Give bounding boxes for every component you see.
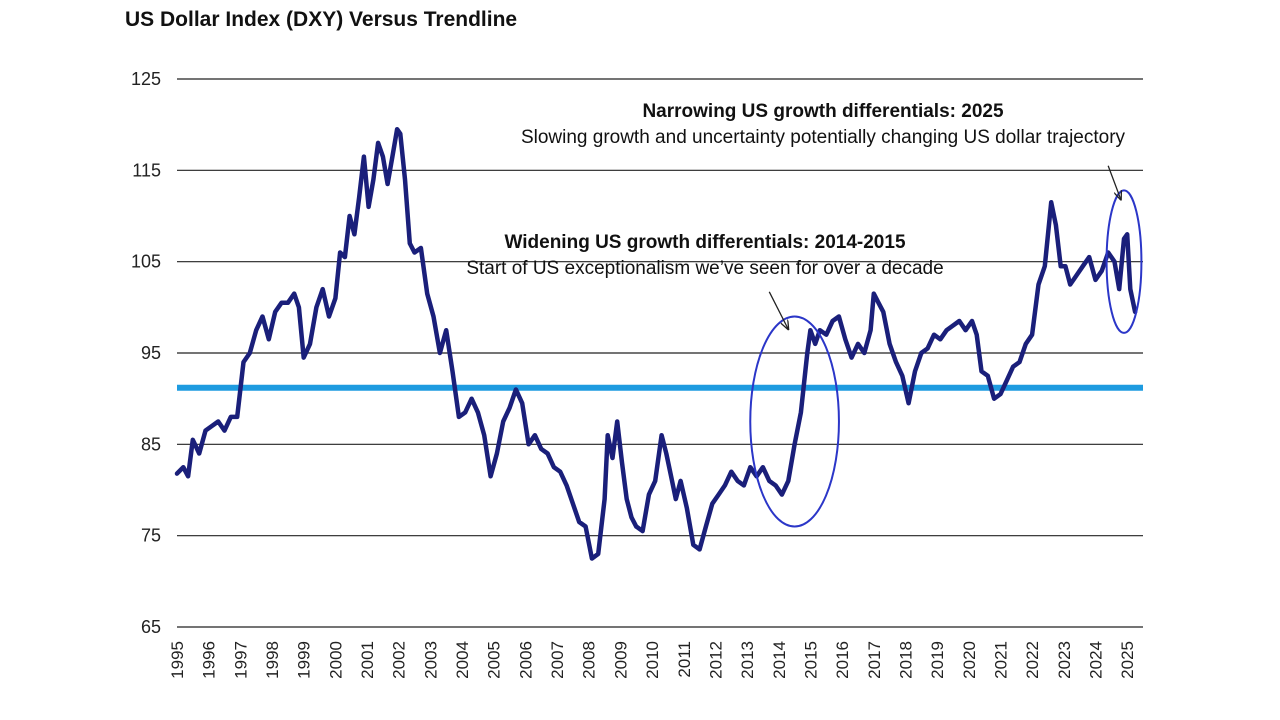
x-tick-label-2023: 2023	[1055, 641, 1074, 679]
x-tick-label-2025: 2025	[1118, 641, 1137, 679]
x-tick-label-2015: 2015	[801, 641, 820, 679]
x-tick-label-2018: 2018	[896, 641, 915, 679]
x-tick-label-2024: 2024	[1086, 641, 1105, 679]
x-tick-label-1997: 1997	[231, 641, 250, 679]
x-tick-label-1999: 1999	[295, 641, 314, 679]
x-tick-label-2007: 2007	[548, 641, 567, 679]
narrowing-highlight-ellipse	[1105, 189, 1143, 334]
y-tick-label-65: 65	[141, 617, 161, 637]
y-tick-label-125: 125	[131, 69, 161, 89]
x-axis: 1995 1996 1997 1998 1999 2000 2001 2002 2003 2004…	[168, 641, 1137, 679]
x-tick-label-2003: 2003	[421, 641, 440, 679]
y-tick-label-85: 85	[141, 434, 161, 454]
widening-annotation-subtitle: Start of US exceptionalism we’ve seen fo…	[466, 258, 943, 279]
x-tick-label-1996: 1996	[200, 641, 219, 679]
y-tick-label-95: 95	[141, 343, 161, 363]
x-tick-label-2012: 2012	[706, 641, 725, 679]
narrowing-arrow	[1107, 165, 1121, 200]
widening-annotation-title: Widening US growth differentials: 2014-2…	[504, 232, 905, 253]
y-tick-label-75: 75	[141, 526, 161, 546]
narrowing-annotation-subtitle: Slowing growth and uncertainty potential…	[521, 127, 1126, 148]
x-tick-label-2017: 2017	[865, 641, 884, 679]
x-tick-label-2019: 2019	[928, 641, 947, 679]
x-tick-label-2009: 2009	[611, 641, 630, 679]
annotations: Narrowing US growth differentials: 2025 S…	[466, 101, 1143, 528]
x-tick-label-2021: 2021	[991, 641, 1010, 679]
x-tick-label-2014: 2014	[770, 641, 789, 679]
x-tick-label-2013: 2013	[738, 641, 757, 679]
x-tick-label-2016: 2016	[833, 641, 852, 679]
y-tick-label-115: 115	[132, 160, 161, 180]
widening-arrow	[768, 291, 788, 329]
narrowing-annotation-title: Narrowing US growth differentials: 2025	[642, 101, 1003, 122]
x-tick-label-2001: 2001	[358, 641, 377, 679]
x-tick-label-2000: 2000	[326, 641, 345, 679]
x-tick-label-1995: 1995	[168, 641, 187, 679]
x-tick-label-2004: 2004	[453, 641, 472, 679]
y-tick-label-105: 105	[131, 252, 161, 272]
chart-title: US Dollar Index (DXY) Versus Trendline	[125, 8, 518, 31]
x-tick-label-2008: 2008	[580, 641, 599, 679]
x-tick-label-2011: 2011	[675, 641, 694, 678]
x-tick-label-2010: 2010	[643, 641, 662, 679]
x-tick-label-2005: 2005	[485, 641, 504, 679]
x-tick-label-2006: 2006	[516, 641, 535, 679]
series-layer	[174, 126, 1138, 561]
dxy-series-line	[174, 126, 1138, 561]
widening-highlight-ellipse	[749, 315, 840, 528]
x-tick-label-1998: 1998	[263, 641, 282, 679]
x-tick-label-2002: 2002	[390, 641, 409, 679]
x-tick-label-2020: 2020	[960, 641, 979, 679]
gridlines	[177, 78, 1143, 628]
y-axis: 65 75 85 95 105 115 125	[131, 69, 161, 637]
x-tick-label-2022: 2022	[1023, 641, 1042, 679]
